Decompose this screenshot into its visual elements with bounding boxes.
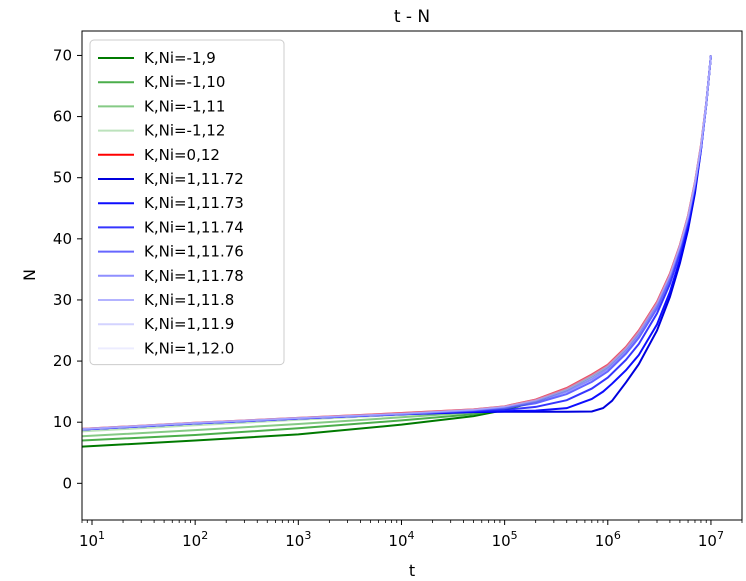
y-tick-label: 40 <box>53 230 72 248</box>
x-tick-label: 104 <box>388 529 414 550</box>
legend: K,Ni=-1,9 K,Ni=-1,10 K,Ni=-1,11 K,Ni=-1,12 K… <box>89 39 285 366</box>
legend-entry: K,Ni=1,11.74 <box>144 218 244 236</box>
legend-entry: K,Ni=1,12.0 <box>144 339 234 357</box>
legend-entry: K,Ni=1,11.9 <box>144 315 234 333</box>
plot-area <box>82 55 712 448</box>
legend-entry: K,Ni=-1,10 <box>144 73 225 91</box>
y-tick-label: 60 <box>53 108 72 126</box>
x-tick-label: 106 <box>595 529 621 550</box>
x-axis: 101 102 103 104 105 106 107 <box>79 520 743 550</box>
y-tick-label: 30 <box>53 291 72 309</box>
series-line-12 <box>82 55 712 430</box>
x-tick-label: 101 <box>79 529 105 550</box>
legend-box <box>89 39 285 366</box>
x-tick-label: 107 <box>698 529 724 550</box>
y-axis: 0 10 20 30 40 50 60 70 <box>53 46 82 492</box>
y-axis-label: N <box>20 269 39 281</box>
legend-entry: K,Ni=0,12 <box>144 146 220 164</box>
legend-entry: K,Ni=1,11.78 <box>144 267 244 285</box>
chart-title: t - N <box>394 7 430 27</box>
legend-entry: K,Ni=-1,9 <box>144 49 216 67</box>
legend-entry: K,Ni=1,11.8 <box>144 291 234 309</box>
x-tick-label: 105 <box>492 529 518 550</box>
legend-entry: K,Ni=-1,11 <box>144 97 225 115</box>
y-tick-label: 50 <box>53 169 72 187</box>
plot-frame <box>81 30 743 521</box>
x-tick-label: 102 <box>182 529 208 550</box>
y-tick-label: 70 <box>53 46 72 64</box>
legend-entry: K,Ni=1,11.73 <box>144 194 244 212</box>
series-line-11 <box>82 55 712 430</box>
y-tick-label: 0 <box>62 474 72 492</box>
y-tick-label: 10 <box>53 413 72 431</box>
legend-entry: K,Ni=1,11.72 <box>144 170 244 188</box>
x-tick-label: 103 <box>285 529 311 550</box>
x-axis-label: t <box>409 561 415 580</box>
legend-entry: K,Ni=1,11.76 <box>144 243 244 261</box>
y-tick-label: 20 <box>53 352 72 370</box>
legend-entry: K,Ni=-1,12 <box>144 122 225 140</box>
